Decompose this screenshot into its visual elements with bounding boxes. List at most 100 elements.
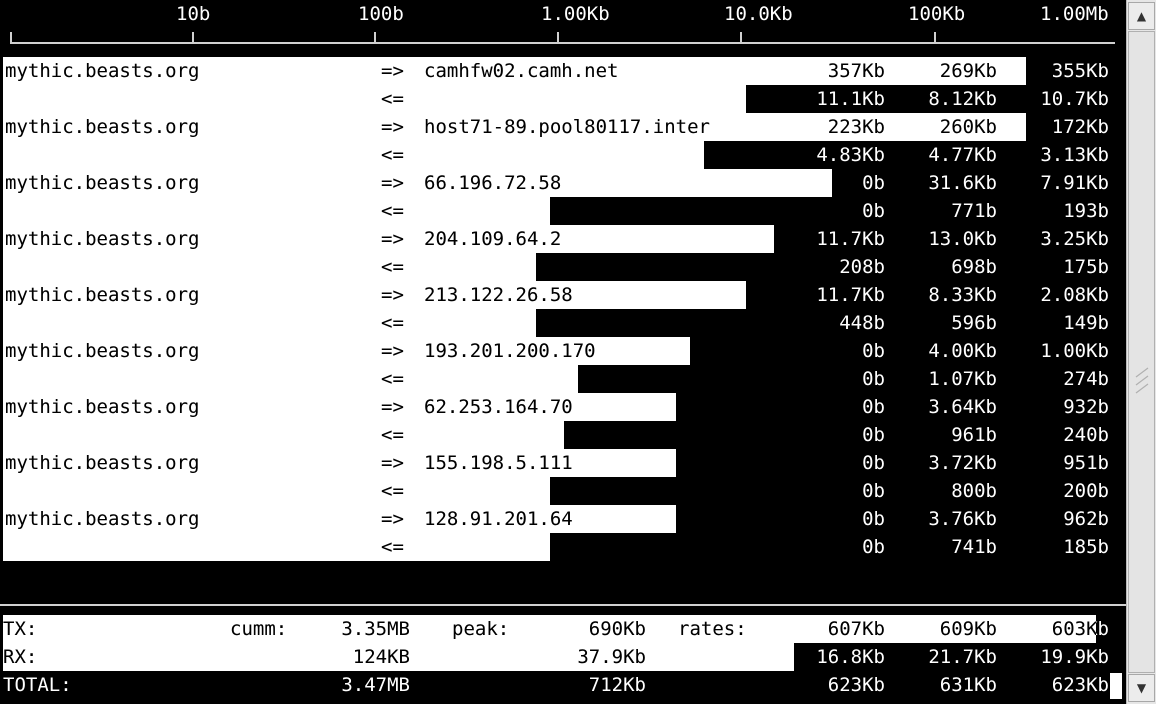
- host-row-incoming[interactable]: <= 0b 961b 240b: [0, 421, 1126, 449]
- rate-2s: 0b: [862, 396, 885, 418]
- scale-axis-line: [10, 42, 1115, 44]
- scale-tick: [374, 32, 376, 44]
- host-row-incoming[interactable]: <= 0b 800b 200b: [0, 477, 1126, 505]
- incoming-arrow: <=: [381, 368, 404, 390]
- bandwidth-bar: [3, 477, 550, 505]
- rate-40s: 1.00Kb: [1040, 340, 1109, 362]
- incoming-arrow: <=: [381, 312, 404, 334]
- scale-tick: [557, 32, 559, 44]
- outgoing-arrow: =>: [381, 60, 404, 82]
- bandwidth-bar: [3, 615, 1096, 643]
- rate-10s: 1.07Kb: [928, 368, 997, 390]
- incoming-arrow: <=: [381, 200, 404, 222]
- rate-40s: 10.7Kb: [1040, 88, 1109, 110]
- bandwidth-bar: [3, 57, 1026, 85]
- rates-label: rates:: [678, 618, 747, 640]
- scrollbar-thumb[interactable]: [1128, 31, 1155, 673]
- total-rate-10s: 631Kb: [939, 674, 997, 696]
- rate-10s: 698b: [951, 256, 997, 278]
- source-host: mythic.beasts.org: [5, 116, 200, 138]
- scale-label: 100Kb: [908, 3, 966, 25]
- host-row-incoming[interactable]: <= 11.1Kb 8.12Kb 10.7Kb: [0, 85, 1126, 113]
- host-row-outgoing[interactable]: mythic.beasts.org => 193.201.200.170 0b 4.00…: [0, 337, 1126, 365]
- scale-label: 1.00Mb: [1040, 3, 1109, 25]
- scroll-down-button[interactable]: ▼: [1128, 674, 1155, 702]
- host-row-outgoing[interactable]: mythic.beasts.org => 204.109.64.2 11.7Kb 13.…: [0, 225, 1126, 253]
- host-row-incoming[interactable]: <= 208b 698b 175b: [0, 253, 1126, 281]
- outgoing-arrow: =>: [381, 340, 404, 362]
- bandwidth-bar: [3, 421, 564, 449]
- scale-tick: [934, 32, 936, 44]
- host-row-incoming[interactable]: <= 0b 741b 185b: [0, 533, 1126, 561]
- rate-2s: 0b: [862, 424, 885, 446]
- source-host: mythic.beasts.org: [5, 340, 200, 362]
- source-host: mythic.beasts.org: [5, 508, 200, 530]
- outgoing-arrow: =>: [381, 116, 404, 138]
- host-row-outgoing[interactable]: mythic.beasts.org => 62.253.164.70 0b 3.64Kb…: [0, 393, 1126, 421]
- rate-10s: 4.00Kb: [928, 340, 997, 362]
- host-row-outgoing[interactable]: mythic.beasts.org => 66.196.72.58 0b 31.6Kb 7…: [0, 169, 1126, 197]
- incoming-arrow: <=: [381, 88, 404, 110]
- scale-tick: [740, 32, 742, 44]
- bandwidth-bar: [3, 169, 832, 197]
- destination-host: camhfw02.camh.net: [424, 60, 619, 82]
- rate-2s: 0b: [862, 200, 885, 222]
- bandwidth-bar: [3, 113, 1026, 141]
- footer-tx-row: TX: cumm: 3.35MB peak: 690Kb rates: 607Kb 609Kb…: [0, 615, 1126, 643]
- rate-2s: 223Kb: [827, 116, 885, 138]
- rate-10s: 741b: [951, 536, 997, 558]
- rate-2s: 448b: [839, 312, 885, 334]
- source-host: mythic.beasts.org: [5, 228, 200, 250]
- rate-2s: 208b: [839, 256, 885, 278]
- rate-10s: 8.33Kb: [928, 284, 997, 306]
- rate-10s: 596b: [951, 312, 997, 334]
- rate-10s: 3.64Kb: [928, 396, 997, 418]
- rate-2s: 11.7Kb: [816, 228, 885, 250]
- terminal-cursor: [1110, 673, 1122, 699]
- rate-2s: 0b: [862, 172, 885, 194]
- host-row-outgoing[interactable]: mythic.beasts.org => 155.198.5.111 0b 3.72Kb…: [0, 449, 1126, 477]
- host-row-incoming[interactable]: <= 4.83Kb 4.77Kb 3.13Kb: [0, 141, 1126, 169]
- incoming-arrow: <=: [381, 424, 404, 446]
- source-host: mythic.beasts.org: [5, 452, 200, 474]
- destination-host: 155.198.5.111: [424, 452, 573, 474]
- rate-2s: 4.83Kb: [816, 144, 885, 166]
- destination-host: 62.253.164.70: [424, 396, 573, 418]
- scroll-up-button[interactable]: ▲: [1128, 2, 1155, 30]
- host-row-incoming[interactable]: <= 0b 771b 193b: [0, 197, 1126, 225]
- rate-40s: 149b: [1063, 312, 1109, 334]
- vertical-scrollbar[interactable]: ▲ ▼: [1126, 0, 1156, 704]
- source-host: mythic.beasts.org: [5, 284, 200, 306]
- rate-10s: 13.0Kb: [928, 228, 997, 250]
- rx-rate-40s: 19.9Kb: [1040, 646, 1109, 668]
- rate-10s: 4.77Kb: [928, 144, 997, 166]
- iftop-terminal: 10b 100b 1.00Kb 10.0Kb 100Kb 1.00Mb mythic.be…: [0, 3, 1126, 699]
- footer-total-row: TOTAL: 3.47MB 712Kb 623Kb 631Kb 623Kb: [0, 671, 1126, 699]
- host-row-outgoing[interactable]: mythic.beasts.org => host71-89.pool80117.i…: [0, 113, 1126, 141]
- destination-host: 204.109.64.2: [424, 228, 562, 250]
- destination-host: 213.122.26.58: [424, 284, 573, 306]
- incoming-arrow: <=: [381, 480, 404, 502]
- footer-separator: [0, 604, 1126, 606]
- rate-2s: 0b: [862, 452, 885, 474]
- outgoing-arrow: =>: [381, 172, 404, 194]
- tx-cumulative: 3.35MB: [341, 618, 410, 640]
- host-row-incoming[interactable]: <= 0b 1.07Kb 274b: [0, 365, 1126, 393]
- host-row-outgoing[interactable]: mythic.beasts.org => 128.91.201.64 0b 3.76Kb…: [0, 505, 1126, 533]
- destination-host: host71-89.pool80117.inter: [424, 116, 710, 138]
- rate-2s: 0b: [862, 480, 885, 502]
- destination-host: 193.201.200.170: [424, 340, 596, 362]
- host-row-outgoing[interactable]: mythic.beasts.org => 213.122.26.58 11.7Kb 8.…: [0, 281, 1126, 309]
- tx-rate-10s: 609Kb: [939, 618, 997, 640]
- rate-10s: 269Kb: [939, 60, 997, 82]
- scale-label: 10.0Kb: [724, 3, 793, 25]
- bandwidth-bar: [3, 309, 536, 337]
- host-row-outgoing[interactable]: mythic.beasts.org => camhfw02.camh.net 357K…: [0, 57, 1126, 85]
- destination-host: 128.91.201.64: [424, 508, 573, 530]
- incoming-arrow: <=: [381, 144, 404, 166]
- tx-label: TX:: [3, 618, 38, 640]
- total-rate-40s: 623Kb: [1051, 674, 1109, 696]
- host-row-incoming[interactable]: <= 448b 596b 149b: [0, 309, 1126, 337]
- rate-40s: 962b: [1063, 508, 1109, 530]
- arrow-down-icon: ▼: [1136, 681, 1147, 695]
